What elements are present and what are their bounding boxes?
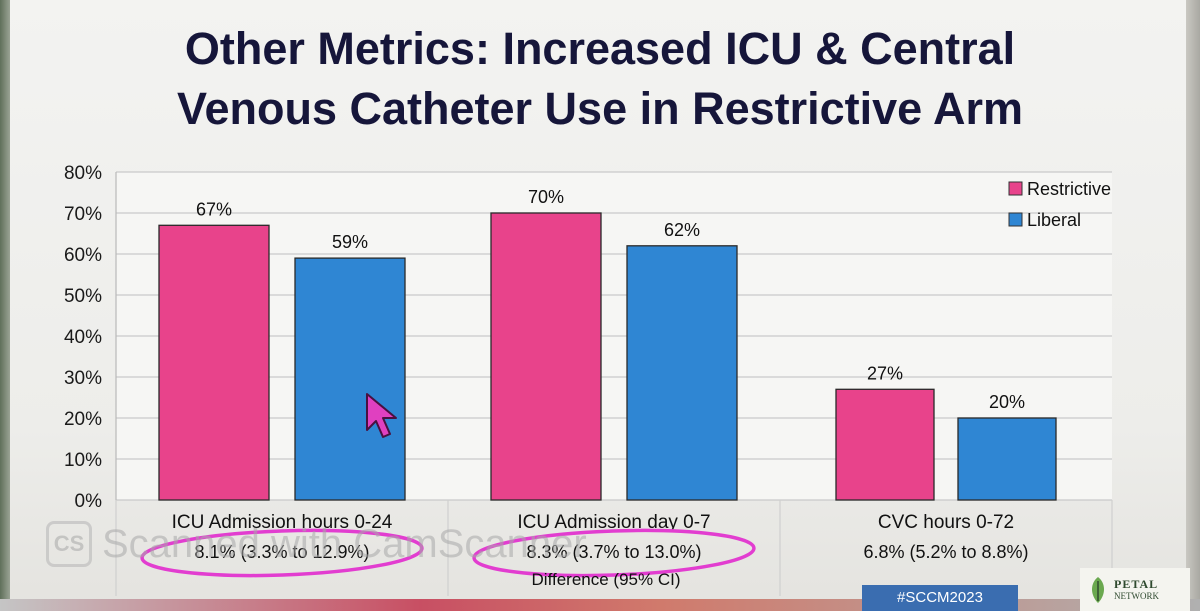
legend-swatch-liberal [1008,212,1023,227]
slide-right-edge [1186,0,1200,611]
y-tick-label: 0% [75,491,103,512]
bar-liberal [626,245,738,501]
data-label: 67% [196,199,232,219]
bar-restrictive [158,224,270,501]
y-tick-label: 30% [64,368,102,389]
petal-leaf-icon [1092,576,1104,603]
y-tick-label: 50% [64,286,102,307]
y-tick-label: 10% [64,450,102,471]
difference-value: 6.8% (5.2% to 8.8%) [863,542,1028,562]
bar-liberal [957,417,1057,501]
data-label: 59% [332,232,368,252]
highlight-ellipse [472,528,756,578]
mouse-pointer-icon [366,393,397,438]
y-tick-label: 20% [64,409,102,430]
watermark-text: Scanned with CamScanner [102,521,587,566]
petal-network-logo: PETAL NETWORK [1080,568,1190,611]
difference-caption: Difference (95% CI) [532,570,681,589]
petal-name: PETAL [1114,576,1159,591]
bar-restrictive [490,212,602,501]
data-label: 27% [867,363,903,383]
highlight-ellipse [140,528,424,578]
y-tick-label: 70% [64,204,102,225]
camscanner-logo-icon: CS [46,521,92,567]
legend-label: Liberal [1027,210,1081,230]
x-category-label: ICU Admission hours 0-24 [172,512,393,533]
petal-subtitle: NETWORK [1114,590,1159,601]
camscanner-watermark: CS Scanned with CamScanner [46,521,587,567]
x-category-label: ICU Admission day 0-7 [517,512,710,533]
data-label: 20% [989,392,1025,412]
x-category-label: CVC hours 0-72 [878,512,1014,533]
slide-left-edge [0,0,10,611]
bar-restrictive [835,388,935,501]
slide-title-line-2: Venous Catheter Use in Restrictive Arm [176,83,1024,134]
difference-value: 8.1% (3.3% to 12.9%) [194,542,369,562]
data-label: 62% [664,220,700,240]
bar-liberal [294,257,406,501]
data-label: 70% [528,187,564,207]
conference-hashtag: #SCCM2023 [862,585,1018,611]
y-tick-label: 80% [64,163,102,184]
bottom-photo-strip [0,599,1200,611]
y-tick-label: 60% [64,245,102,266]
difference-value: 8.3% (3.7% to 13.0%) [526,542,701,562]
y-tick-label: 40% [64,327,102,348]
legend-label: Restrictive [1027,179,1111,199]
slide-title-line-1: Other Metrics: Increased ICU & Central [184,23,1016,74]
legend-swatch-restrictive [1008,181,1023,196]
